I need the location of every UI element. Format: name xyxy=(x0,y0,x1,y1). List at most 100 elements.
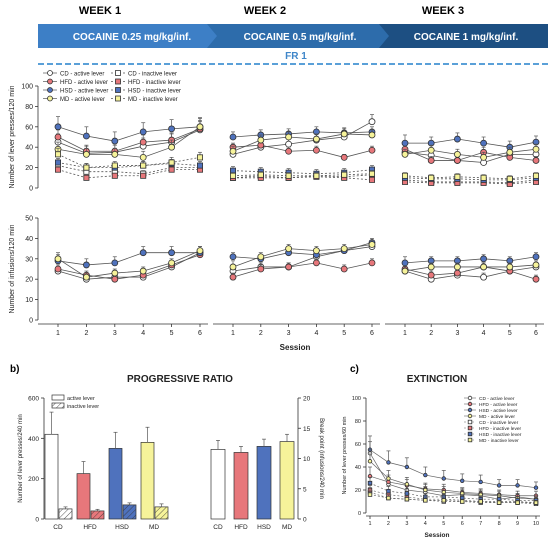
y-tick-label: 200 xyxy=(28,476,39,483)
-CD-line xyxy=(404,266,537,280)
x-tick-label: 4 xyxy=(314,330,318,337)
y-tick-label: 0 xyxy=(29,186,33,193)
x-tick-label: 1 xyxy=(56,330,60,337)
legend-marker xyxy=(467,413,473,419)
data-point-MD xyxy=(229,147,237,155)
data-point-MD xyxy=(423,487,428,493)
legend-marker xyxy=(115,95,121,102)
data-point-MD-inactive xyxy=(533,500,539,505)
x-tick-label: HFD xyxy=(83,524,97,531)
active-CD-line xyxy=(369,453,537,500)
data-point-HFD-inactive xyxy=(168,166,175,173)
y-tick-label: 60 xyxy=(355,442,361,448)
x-tick-label: 3 xyxy=(405,521,408,527)
-CD-line xyxy=(57,252,201,280)
data-point-HSD xyxy=(139,249,147,257)
inactive-HSD-line xyxy=(369,482,536,501)
-HSD-line xyxy=(232,242,373,260)
data-point-HSD xyxy=(139,128,147,136)
data-point-HSD xyxy=(229,133,237,141)
legend-label: CD - inactive lever xyxy=(479,420,519,426)
data-point-HSD xyxy=(168,125,176,133)
legend-marker xyxy=(467,425,473,431)
data-point-HSD xyxy=(480,255,488,263)
y-tick-label: 80 xyxy=(355,419,361,425)
active-HFD-line xyxy=(369,475,536,497)
data-point-MD xyxy=(453,263,461,271)
y-tick-label: 0 xyxy=(358,511,361,517)
legend-label: HFD - active lever xyxy=(479,402,518,408)
data-point-HSD xyxy=(401,259,409,267)
x-tick-label: 6 xyxy=(198,330,202,337)
data-point-MD xyxy=(368,241,376,248)
data-point-MD xyxy=(196,247,204,255)
legend-marker xyxy=(47,70,53,76)
dose-banner-week-3 xyxy=(379,24,548,48)
data-point-MD xyxy=(285,133,293,141)
data-point-HFD xyxy=(111,275,119,283)
data-point-HSD xyxy=(168,249,176,257)
x-tick-label: 3 xyxy=(113,330,117,337)
x-tick-label: 4 xyxy=(424,521,427,527)
data-point-MD-inactive xyxy=(168,159,175,166)
x-tick-label: 10 xyxy=(533,521,539,527)
y-axis-label: Number of lever presses/60 min xyxy=(342,417,348,495)
panel-c-extinction: c) EXTINCTION 0 20 40 60 80 100 Number of lever… xyxy=(342,364,540,539)
legend-marker xyxy=(467,437,473,443)
active-MD-line xyxy=(232,133,373,152)
data-point-HSD xyxy=(423,472,428,478)
y-tick-label: 50 xyxy=(25,216,33,223)
data-point-HFD xyxy=(427,157,435,164)
x-tick-label: HFD xyxy=(234,524,248,531)
inactive-MD-line xyxy=(404,175,537,180)
legend-label: MD - active lever xyxy=(479,414,515,420)
x-tick-label: 4 xyxy=(482,330,486,337)
data-point-MD-inactive xyxy=(441,498,446,503)
x-tick-label: CD xyxy=(53,524,63,531)
week-3-label: WEEK 3 xyxy=(422,5,464,17)
y-tick-label: 10 xyxy=(303,456,311,463)
inactive-HFD-line xyxy=(404,181,537,185)
legend-swatch-active xyxy=(51,394,65,401)
bar-breakpoint-MD xyxy=(279,441,295,520)
legend-swatch-inactive xyxy=(51,402,65,409)
data-point-MD-inactive xyxy=(285,172,292,179)
data-point-MD xyxy=(139,267,147,275)
chart-title: PROGRESSIVE RATIO xyxy=(127,374,233,385)
data-point-MD-inactive xyxy=(496,500,502,505)
bar-breakpoint-CD xyxy=(210,449,226,520)
legend-marker xyxy=(115,78,121,85)
-HFD-line xyxy=(57,254,201,280)
y-tick-label: 400 xyxy=(28,436,39,443)
legend-marker xyxy=(467,407,473,413)
data-point-HFD xyxy=(427,271,435,279)
data-point-HFD-inactive xyxy=(83,174,90,181)
data-point-MD-inactive xyxy=(386,495,391,501)
data-point-MD xyxy=(196,123,204,131)
data-point-MD-inactive xyxy=(423,498,428,503)
data-point-MD xyxy=(532,145,540,153)
data-point-MD-inactive xyxy=(111,162,118,169)
data-point-HSD xyxy=(386,460,391,465)
data-point-MD-inactive xyxy=(533,172,540,179)
active-MD-line xyxy=(369,460,537,500)
data-point-HSD xyxy=(83,261,90,269)
legend-label: HSD - active lever xyxy=(479,408,518,414)
x-tick-label: 7 xyxy=(479,521,482,527)
data-point-CD xyxy=(368,118,376,126)
data-point-HFD xyxy=(453,157,461,164)
y-tick-label: 600 xyxy=(28,396,39,403)
data-point-HSD xyxy=(401,139,409,147)
data-point-MD-inactive xyxy=(404,496,410,502)
y-tick-label: 5 xyxy=(303,486,307,493)
data-point-MD xyxy=(368,131,376,139)
bar-inactive-HSD xyxy=(122,504,137,520)
x-tick-label: HSD xyxy=(115,524,129,531)
data-point-HSD xyxy=(532,253,540,261)
active-HFD-line xyxy=(232,144,373,158)
inactive-HSD-line xyxy=(232,169,373,175)
data-point-MD xyxy=(229,263,237,271)
inactive-MD-line xyxy=(232,173,373,177)
data-point-HFD xyxy=(532,157,540,164)
data-point-MD xyxy=(506,148,514,156)
